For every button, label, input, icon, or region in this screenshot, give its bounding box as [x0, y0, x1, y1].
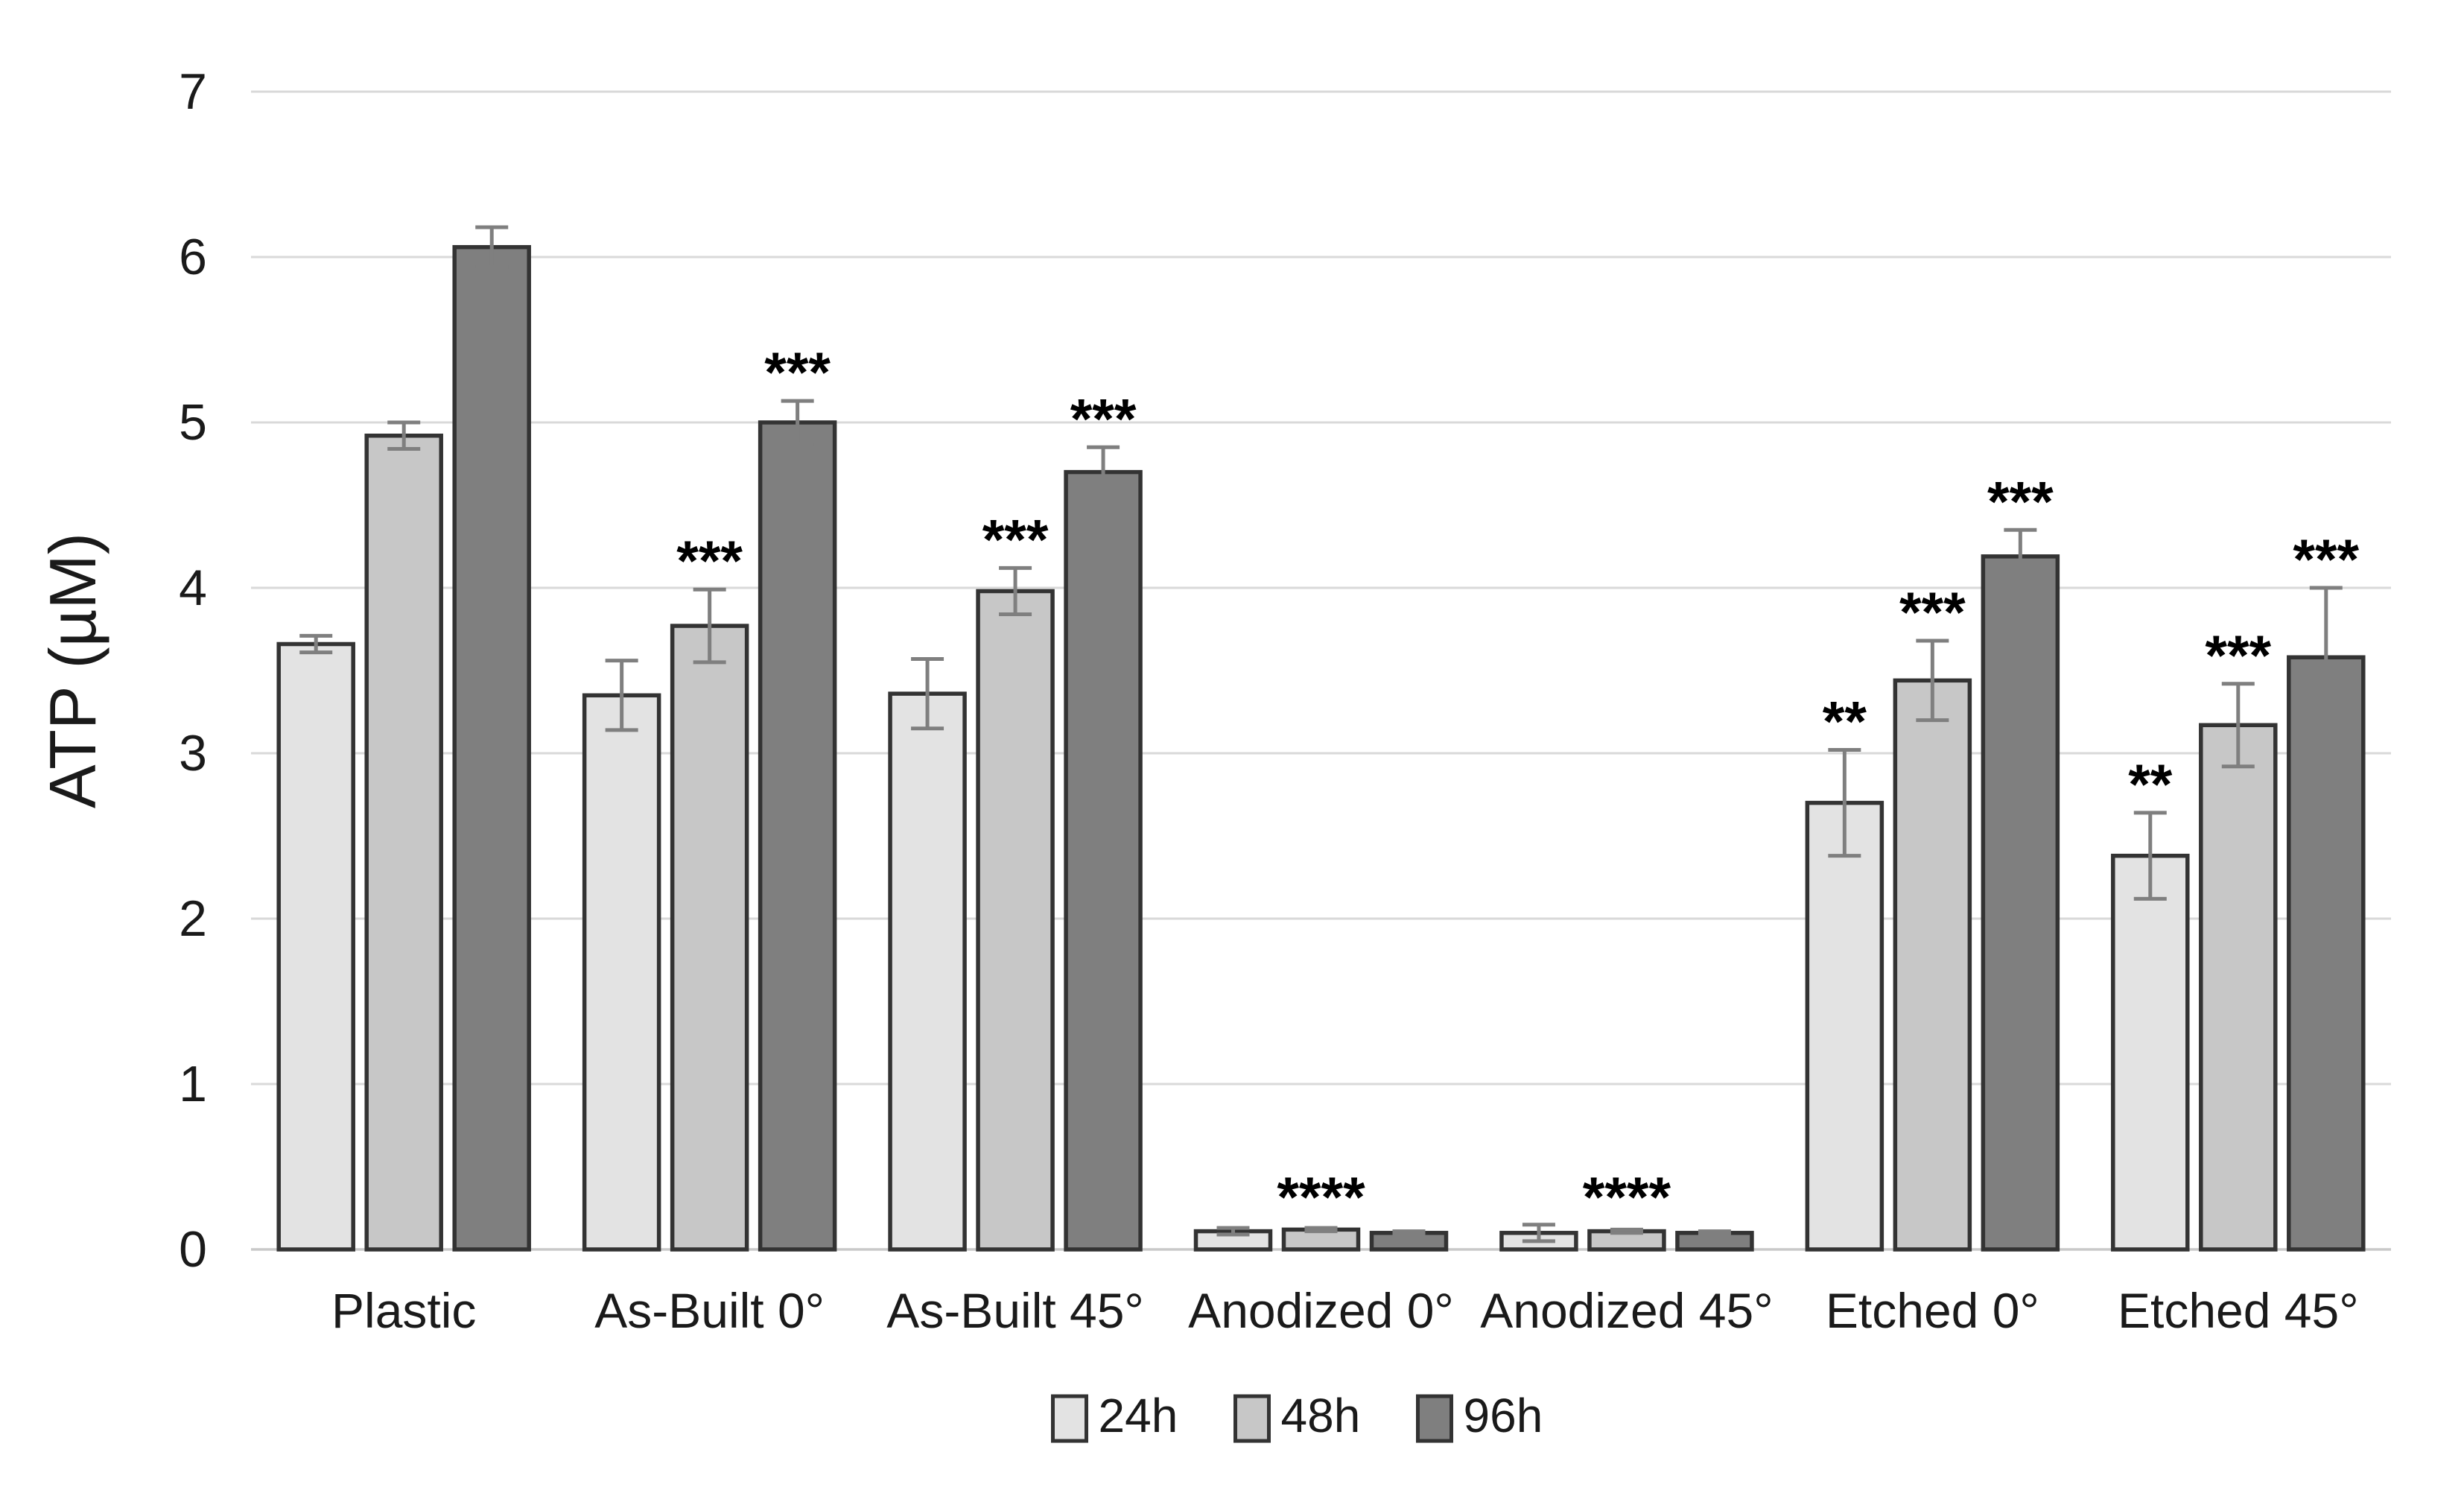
y-tick-label: 0 [179, 1221, 207, 1278]
significance-marker: *** [764, 341, 831, 405]
x-category-label: Anodized 0° [1188, 1283, 1454, 1338]
significance-marker: ** [1823, 691, 1867, 754]
x-category-label: As-Built 0° [594, 1283, 825, 1338]
x-category-label: Etched 0° [1826, 1283, 2039, 1338]
bar [2111, 853, 2190, 1252]
y-tick-label: 7 [179, 63, 207, 120]
x-category-label: As-Built 45° [886, 1283, 1144, 1338]
bar [1893, 678, 1972, 1252]
bar [1981, 554, 2060, 1252]
legend-swatch [1051, 1394, 1088, 1443]
legend-label: 96h [1464, 1389, 1543, 1442]
significance-marker: *** [676, 530, 743, 593]
x-category-label: Etched 45° [2118, 1283, 2359, 1338]
bar [758, 420, 837, 1252]
bar [582, 693, 661, 1252]
bar [2199, 723, 2278, 1252]
significance-marker: *** [1899, 581, 1966, 644]
significance-marker: *** [2205, 624, 2271, 688]
significance-marker: *** [2293, 528, 2359, 592]
bar [452, 244, 531, 1252]
y-tick-label: 5 [179, 394, 207, 451]
significance-marker-group: **** [1277, 1166, 1365, 1229]
significance-marker: *** [982, 508, 1049, 571]
x-category-label: Anodized 45° [1480, 1283, 1773, 1338]
bar [1064, 469, 1143, 1252]
y-tick-label: 3 [179, 725, 207, 782]
y-tick-label: 1 [179, 1056, 207, 1112]
bar [364, 434, 443, 1252]
y-tick-label: 6 [179, 229, 207, 285]
bar [976, 589, 1055, 1252]
y-axis-title: ATP (µM) [36, 533, 109, 808]
bar [1805, 800, 1884, 1252]
y-tick-label: 2 [179, 890, 207, 947]
bar [670, 624, 749, 1252]
significance-marker: *** [1070, 387, 1137, 451]
significance-marker-group: **** [1583, 1166, 1671, 1229]
legend-label: 24h [1099, 1389, 1178, 1442]
significance-marker: *** [1987, 470, 2054, 533]
bar [2287, 655, 2366, 1252]
bar [276, 641, 355, 1252]
y-tick-label: 4 [179, 560, 207, 616]
x-category-label: Plastic [331, 1283, 476, 1338]
legend-swatch [1416, 1394, 1453, 1443]
significance-marker: ** [2128, 753, 2173, 817]
bar [888, 691, 967, 1252]
legend-label: 48h [1281, 1389, 1361, 1442]
legend-swatch [1233, 1394, 1271, 1443]
